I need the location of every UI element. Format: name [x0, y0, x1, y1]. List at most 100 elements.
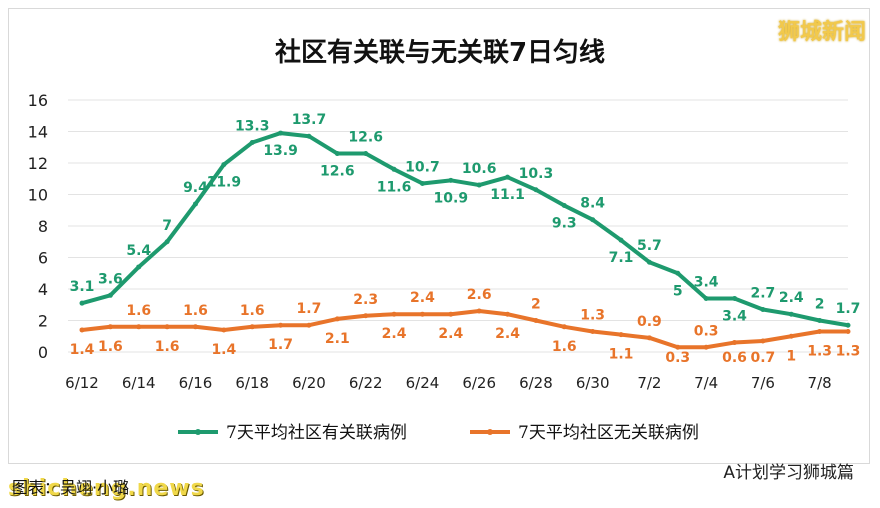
x-tick-label: 7/6 — [751, 374, 775, 392]
data-point — [760, 306, 766, 312]
data-point — [788, 311, 794, 317]
data-point — [363, 151, 369, 157]
wechat-account-label: A计划学习狮城篇 — [723, 463, 854, 483]
legend-label: 7天平均社区无关联病例 — [518, 423, 699, 443]
data-point — [192, 324, 198, 330]
y-tick-label: 4 — [38, 280, 48, 299]
data-point — [618, 237, 624, 243]
data-label: 5.4 — [126, 243, 151, 259]
data-label: 1.3 — [807, 344, 832, 360]
data-label: 1.7 — [297, 301, 322, 317]
data-label: 3.4 — [694, 274, 719, 290]
data-label: 8.4 — [580, 196, 605, 212]
chart-credit: 图表：吴翊·小璐 — [12, 478, 130, 497]
data-point — [505, 174, 511, 180]
data-label: 9.4 — [183, 180, 208, 196]
data-label: 1.6 — [183, 303, 208, 319]
data-point — [703, 295, 709, 301]
data-point — [590, 329, 596, 335]
data-point — [845, 322, 851, 328]
data-label: 2.4 — [382, 326, 407, 342]
data-point — [590, 217, 596, 223]
data-label: 2 — [531, 297, 541, 313]
data-point — [419, 180, 425, 186]
data-label: 2.7 — [750, 285, 775, 301]
data-point — [703, 344, 709, 350]
legend-marker — [195, 429, 201, 435]
data-label: 1.4 — [70, 342, 95, 358]
data-point — [675, 270, 681, 276]
data-label: 2.6 — [467, 287, 492, 303]
y-tick-label: 10 — [28, 186, 48, 205]
x-tick-label: 6/24 — [406, 374, 440, 392]
data-point — [533, 187, 539, 193]
data-point — [79, 300, 85, 306]
data-point — [533, 318, 539, 323]
data-point — [618, 332, 624, 338]
series-line-1 — [80, 309, 850, 350]
data-label: 7 — [162, 218, 172, 234]
legend-label: 7天平均社区有关联病例 — [226, 423, 407, 443]
data-point — [505, 311, 511, 317]
grid-lines — [68, 99, 848, 353]
data-point — [278, 322, 284, 328]
data-point — [646, 335, 652, 341]
data-label: 11.1 — [490, 187, 525, 203]
chart-frame — [8, 8, 870, 464]
data-label: 13.9 — [263, 143, 298, 159]
chart-title: 社区有关联与无关联7日匀线 — [274, 38, 606, 68]
data-labels: 3.1 3.65.479.411.913.313.913.712.612.611.… — [70, 112, 861, 366]
data-label: 10.9 — [434, 190, 469, 206]
data-point — [306, 322, 312, 328]
x-tick-label: 7/2 — [637, 374, 661, 392]
x-tick-label: 7/4 — [694, 374, 718, 392]
data-point — [221, 327, 227, 333]
data-point — [391, 166, 397, 172]
data-point — [788, 333, 794, 339]
data-label: 1.4 — [211, 342, 236, 358]
data-label: 3.4 — [722, 308, 747, 324]
data-label: 0.9 — [637, 314, 662, 330]
data-label: 9.3 — [552, 216, 577, 232]
data-label: 10.3 — [519, 166, 554, 182]
data-point — [164, 239, 170, 245]
data-point — [363, 313, 369, 319]
y-tick-label: 2 — [38, 312, 48, 331]
data-label: 1.7 — [836, 301, 861, 317]
data-point — [192, 201, 198, 207]
data-point — [760, 338, 766, 344]
data-label: 2.3 — [353, 292, 378, 308]
x-tick-label: 6/30 — [576, 374, 610, 392]
data-point — [136, 324, 142, 330]
y-axis: 0 2 4 6 8 10 12 14 16 — [28, 91, 48, 362]
data-point — [107, 324, 113, 330]
data-point — [221, 162, 227, 168]
data-point — [79, 327, 85, 333]
data-label: 2.4 — [438, 326, 463, 342]
data-point — [249, 324, 255, 330]
x-tick-label: 6/16 — [179, 374, 213, 392]
data-point — [732, 295, 738, 301]
legend-marker — [487, 429, 493, 435]
data-point — [107, 292, 113, 298]
data-label: 1.3 — [836, 344, 861, 360]
x-axis: 6/12 6/14 6/16 6/18 6/20 6/22 6/24 6/26 6/28 6/30… — [65, 374, 832, 392]
y-tick-label: 16 — [28, 91, 48, 110]
data-point — [561, 203, 567, 209]
data-label: 0.3 — [694, 323, 719, 339]
data-point — [136, 264, 142, 270]
data-point — [334, 316, 340, 322]
data-label: 1.1 — [609, 347, 634, 363]
data-point — [334, 151, 340, 157]
data-label: 1 — [786, 348, 796, 364]
data-label: 5.7 — [637, 238, 662, 254]
data-label: 5 — [673, 283, 683, 299]
data-label: 2.4 — [410, 290, 435, 306]
y-tick-label: 12 — [28, 154, 48, 173]
x-tick-label: 6/26 — [462, 374, 496, 392]
data-label: 10.7 — [405, 159, 440, 175]
x-tick-label: 6/22 — [349, 374, 383, 392]
data-label: 11.6 — [377, 179, 412, 195]
data-label: 10.6 — [462, 161, 497, 177]
data-point — [391, 311, 397, 317]
